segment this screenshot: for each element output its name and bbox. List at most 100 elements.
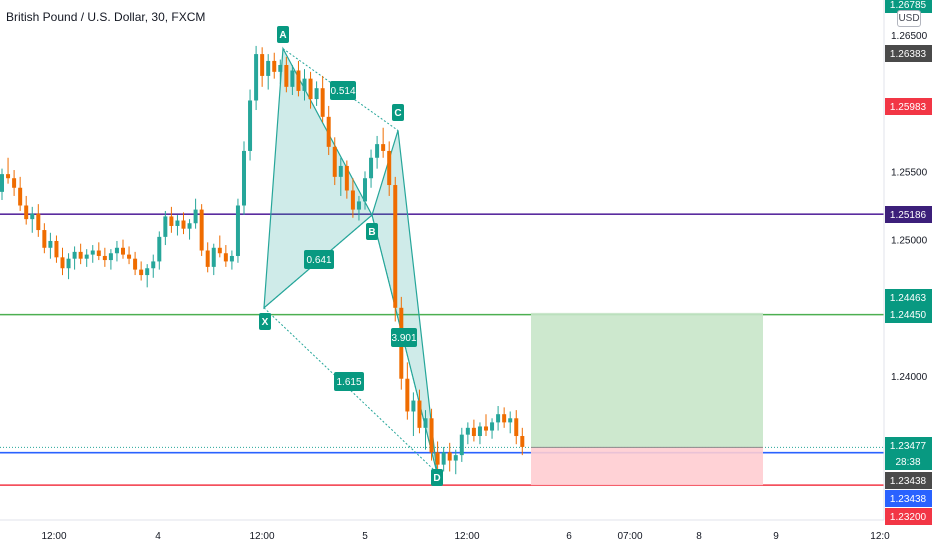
price-badge-bg [885,0,932,13]
candle-body [199,209,204,251]
point-label-x: X [262,317,269,328]
point-label-d: D [433,473,440,484]
candle-body [66,258,71,269]
candle-body [405,378,410,412]
candle-body [36,213,41,231]
ratio-label-3-bg [334,372,364,391]
candle-body [423,418,428,428]
candle-body [151,261,156,269]
candle-body [520,436,525,447]
candle-body [290,70,295,87]
candle-body [375,144,380,158]
time-tick: 4 [155,531,161,542]
candle-body [54,240,59,258]
candle-body [266,60,271,76]
candle-body [60,257,65,269]
price-badge-bg [885,306,932,323]
point-label-b-bg [366,223,378,240]
candle-body [121,247,125,255]
candle-body [314,88,319,100]
candle-body [326,116,331,147]
candle-body [114,247,119,254]
symbol-title: British Pound / U.S. Dollar, 30, FXCM [6,10,206,24]
candle-body [175,220,180,226]
candle-body [435,452,440,465]
price-badge-bg [885,206,932,223]
candle-body [363,178,367,202]
ratio-label-3: 1.615 [336,377,361,388]
candle-body [187,223,192,229]
candle-body [417,400,422,428]
candle-body [344,165,349,191]
time-tick: 8 [696,531,702,542]
candles-layer [0,45,525,475]
time-tick: 5 [362,531,368,542]
candle-body [502,414,507,423]
candle-body [338,165,343,177]
time-tick: 12:00 [454,531,479,542]
price-badge-bg [885,472,932,489]
candle-body [223,253,228,262]
candle-body [369,157,374,179]
candle-body [193,209,198,224]
candle-body [477,426,482,437]
candle-body [145,268,150,276]
candle-body [441,452,446,465]
candle-body [332,146,337,177]
loss-zone [531,447,763,486]
candle-body [127,254,132,259]
candle-body [278,65,283,72]
candle-body [211,247,216,267]
ratio-label-2: 3.901 [391,333,416,344]
price-badge-bg [885,437,932,454]
price-axis: 1.26500 1.25500 1.25000 1.24000 1.26785 1.263… [885,0,932,525]
candle-body [248,100,253,151]
candle-body [90,250,95,255]
pattern-dotted-AC [282,48,399,131]
candle-body [308,78,313,100]
candle-body [42,230,47,248]
candle-body [484,426,488,431]
ratio-label-2-bg [391,328,417,347]
candle-body [163,216,168,237]
currency-label[interactable]: USD [897,10,921,27]
candle-body [102,255,107,261]
candle-body [459,434,464,456]
position-tool-layer [531,312,763,486]
harmonic-pattern-layer [263,46,438,474]
price-badge: 1.23438 [890,494,927,505]
price-badge-bg [885,45,932,62]
candle-body [181,220,186,229]
price-badge: 1.23477 [890,441,927,452]
candle-body [235,205,240,256]
candle-body [411,400,416,412]
candle-body [18,187,23,206]
pattern-labels-layer: X A B C D 0.641 0.514 3.901 1.615 [259,26,443,486]
candle-body [205,250,210,267]
point-label-a-bg [277,26,289,43]
candle-body [465,427,470,435]
candle-body [260,54,265,76]
candle-body [508,418,513,423]
price-badge: 1.23200 [890,512,927,523]
candle-body [6,174,11,179]
price-badge: 1.24463 [890,293,927,304]
candle-body [284,65,289,87]
time-tick: 12:0 [870,531,890,542]
price-tick: 1.26500 [891,31,928,42]
ratio-label-0-bg [304,250,334,269]
candle-body [393,185,398,308]
candle-body [0,174,4,192]
candle-body [84,254,89,259]
candle-body [78,251,83,259]
point-label-b: B [368,227,375,238]
candle-body [350,190,355,210]
candle-body [453,455,458,461]
price-badge: 1.25186 [890,210,927,221]
candle-body [24,205,29,220]
price-tick: 1.25000 [891,236,928,247]
candle-body [490,422,495,431]
candle-body [356,201,361,210]
time-tick: 12:00 [249,531,274,542]
